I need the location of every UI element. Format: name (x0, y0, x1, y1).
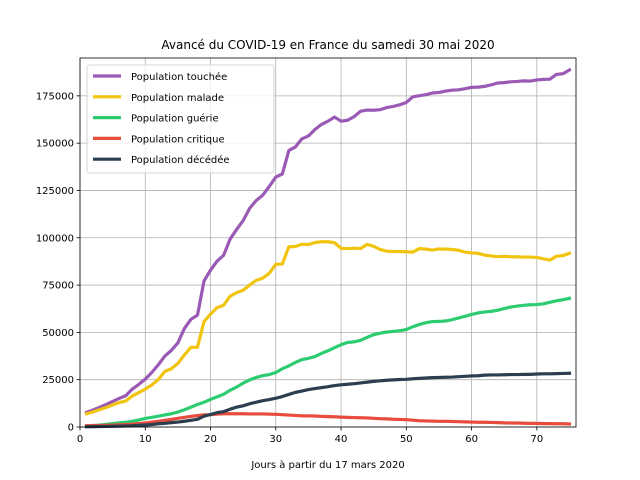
axes-frame (79, 57, 577, 428)
x-axis-label: Jours à partir du 17 mars 2020 (250, 459, 404, 471)
y-tick-label: 100000 (36, 233, 74, 244)
y-tick-label: 25000 (42, 375, 74, 386)
legend-box (86, 64, 275, 174)
legend-label: Population critique (131, 134, 225, 145)
y-tick-label: 0 (68, 423, 74, 434)
x-tick-label: 0 (77, 434, 83, 445)
x-tick-label: 10 (139, 434, 152, 445)
series-line-3 (84, 296, 572, 428)
legend-label: Population décédée (131, 154, 230, 166)
legend-label: Population touchée (131, 71, 227, 83)
legend: Population touchée Population malade Popul… (86, 64, 275, 174)
chart-title: Avancé du COVID-19 en France du samedi 3… (161, 38, 494, 52)
series-line-4 (84, 412, 572, 428)
legend-label: Population malade (131, 93, 224, 104)
y-tick-label: 175000 (36, 91, 74, 102)
y-tick-label: 75000 (42, 281, 74, 292)
y-tick-label: 50000 (42, 328, 74, 339)
y-tick-label: 150000 (36, 139, 74, 150)
legend-label: Population guérie (131, 113, 219, 125)
y-tick-label: 125000 (36, 186, 74, 197)
x-tick-label: 50 (400, 434, 413, 445)
series-line-1 (84, 67, 572, 415)
x-axis-ticks: 0 10 20 30 40 50 60 70 (77, 427, 543, 445)
series-lines (84, 67, 572, 429)
x-tick-label: 60 (465, 434, 478, 445)
x-tick-label: 20 (204, 434, 217, 445)
series-line-5 (84, 371, 572, 429)
series-line-2 (84, 240, 572, 416)
x-tick-label: 30 (269, 434, 282, 445)
axes-border (79, 57, 577, 428)
y-axis-ticks: 0 25000 50000 75000 100000 125000 150000 175000 (36, 91, 80, 434)
x-tick-label: 40 (335, 434, 348, 445)
x-tick-label: 70 (530, 434, 543, 445)
